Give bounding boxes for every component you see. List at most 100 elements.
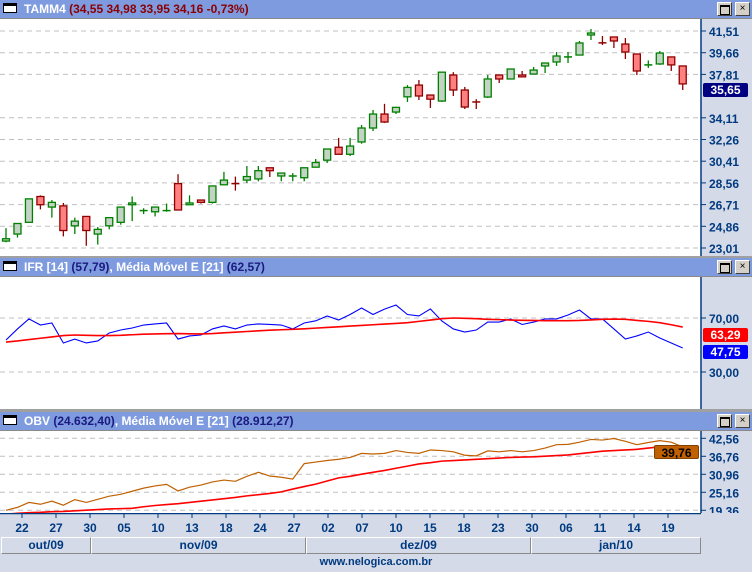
close-button[interactable]: × — [735, 2, 750, 16]
candle-body — [609, 36, 619, 42]
price-panel-header: TAMM4 (34,55 34,98 33,95 34,16 -0,73%) × — [0, 0, 752, 19]
candle-body — [334, 146, 343, 155]
y-tick-label: 19.36 — [709, 504, 739, 513]
candle-body — [483, 78, 492, 98]
x-tick-label: 10 — [389, 521, 403, 535]
candle-body — [586, 32, 596, 36]
footer-link[interactable]: www.nelogica.com.br — [319, 556, 433, 568]
candle-body — [24, 198, 34, 223]
candle-body — [105, 216, 114, 227]
candle-body — [173, 182, 183, 211]
candle-body — [13, 222, 22, 235]
close-button[interactable]: × — [735, 260, 750, 274]
ifr-ma-name: Média Móvel E [21] — [116, 260, 224, 274]
candle-body — [667, 56, 676, 66]
x-tick-label: 07 — [355, 521, 369, 535]
obv-name: OBV — [24, 414, 51, 428]
candle-body — [368, 113, 378, 129]
window-icon — [3, 261, 17, 271]
last-ifr-ma-tag: 63,29 — [703, 328, 748, 342]
x-tick-label: 10 — [151, 521, 165, 535]
ifr-line — [5, 304, 683, 349]
candle-body — [426, 94, 435, 100]
candle-body — [632, 53, 641, 72]
x-tick-label: 15 — [423, 521, 437, 535]
x-tick-label: 24 — [253, 521, 267, 535]
candle-body — [403, 86, 412, 98]
ifr-chart[interactable]: 70,00 30,00 — [0, 277, 752, 409]
price-chart[interactable]: 41,51 39,66 37,81 34,11 32,26 30,41 28,56 26,71… — [0, 19, 752, 256]
window-icon — [3, 3, 17, 13]
panel-divider[interactable] — [0, 256, 752, 258]
window-icon — [3, 415, 17, 425]
x-tick-label: 30 — [525, 521, 539, 535]
last-ifr-tag: 47,75 — [703, 345, 748, 359]
candle-body — [414, 84, 424, 97]
date-axis: 22 27 30 05 10 13 18 24 27 02 07 10 15 18 23 30 06 11 14 19 — [0, 513, 701, 535]
y-tick-label: 70,00 — [709, 312, 739, 326]
obv-chart[interactable]: 42,56 36,76 30,96 25,16 19.36 — [0, 431, 752, 513]
plot-area — [0, 277, 701, 409]
candle-body — [518, 74, 527, 78]
candle-body — [552, 55, 561, 63]
candle-body — [449, 74, 458, 91]
price-panel-title: TAMM4 (34,55 34,98 33,95 34,16 -0,73%) — [24, 2, 249, 16]
x-tick-label: 19 — [661, 521, 675, 535]
candle-body — [575, 42, 584, 56]
separator: , — [109, 260, 113, 274]
x-tick-label: 30 — [83, 521, 97, 535]
maximize-button[interactable] — [717, 260, 732, 274]
ifr-ma-line — [5, 317, 683, 343]
separator: , — [114, 414, 119, 428]
x-tick-label: 05 — [117, 521, 131, 535]
candle-body — [150, 206, 160, 213]
candle-body — [678, 65, 687, 85]
obv-ma-value: (28.912,27) — [232, 414, 294, 428]
maximize-button[interactable] — [717, 2, 732, 16]
y-tick-label: 37,81 — [709, 68, 739, 82]
maximize-button[interactable] — [717, 414, 732, 428]
candle-body — [529, 69, 538, 75]
ifr-panel-title: IFR [14] (57,79), Média Móvel E [21] (62… — [24, 260, 265, 274]
x-tick-label: 22 — [15, 521, 29, 535]
candle-body — [82, 215, 91, 232]
close-button[interactable]: × — [735, 414, 750, 428]
close-icon: × — [739, 3, 746, 14]
ifr-name: IFR [14] — [24, 260, 69, 274]
candle-body — [506, 68, 515, 80]
month-button[interactable]: nov/09 — [91, 537, 306, 554]
candle-body — [128, 202, 137, 206]
y-tick-label: 36,76 — [709, 450, 739, 464]
candle-body — [460, 89, 469, 108]
x-tick-label: 18 — [457, 521, 471, 535]
y-tick-label: 34,11 — [709, 112, 739, 126]
ifr-ma-value: (62,57) — [226, 260, 265, 274]
candle-body — [116, 206, 125, 223]
candle-body — [185, 202, 194, 206]
month-button[interactable]: dez/09 — [306, 537, 531, 554]
candle-body — [265, 167, 274, 172]
obv-panel-header: OBV (24.632,40), Média Móvel E [21] (28.… — [0, 412, 752, 431]
candle-body — [437, 71, 447, 102]
candle-body — [621, 43, 630, 53]
month-button[interactable]: out/09 — [1, 537, 91, 554]
x-tick-label: 13 — [185, 521, 199, 535]
plot-area — [0, 431, 701, 513]
y-tick-label: 25,16 — [709, 486, 739, 500]
y-tick-label: 32,26 — [709, 134, 739, 148]
y-tick-label: 41,51 — [709, 25, 739, 39]
month-button[interactable]: jan/10 — [531, 537, 701, 554]
x-tick-label: 02 — [321, 521, 335, 535]
y-tick-label: 23,01 — [709, 242, 739, 256]
candle-body — [277, 172, 286, 177]
candle-body — [219, 179, 229, 186]
candle-body — [540, 62, 550, 67]
candle-body — [59, 205, 68, 232]
close-icon: × — [739, 415, 746, 426]
y-tick-label: 30,96 — [709, 468, 739, 482]
y-tick-label: 26,71 — [709, 199, 739, 213]
candle-body — [655, 52, 664, 65]
symbol-label: TAMM4 — [24, 2, 66, 16]
panel-divider[interactable] — [0, 409, 752, 412]
candle-body — [391, 106, 401, 113]
